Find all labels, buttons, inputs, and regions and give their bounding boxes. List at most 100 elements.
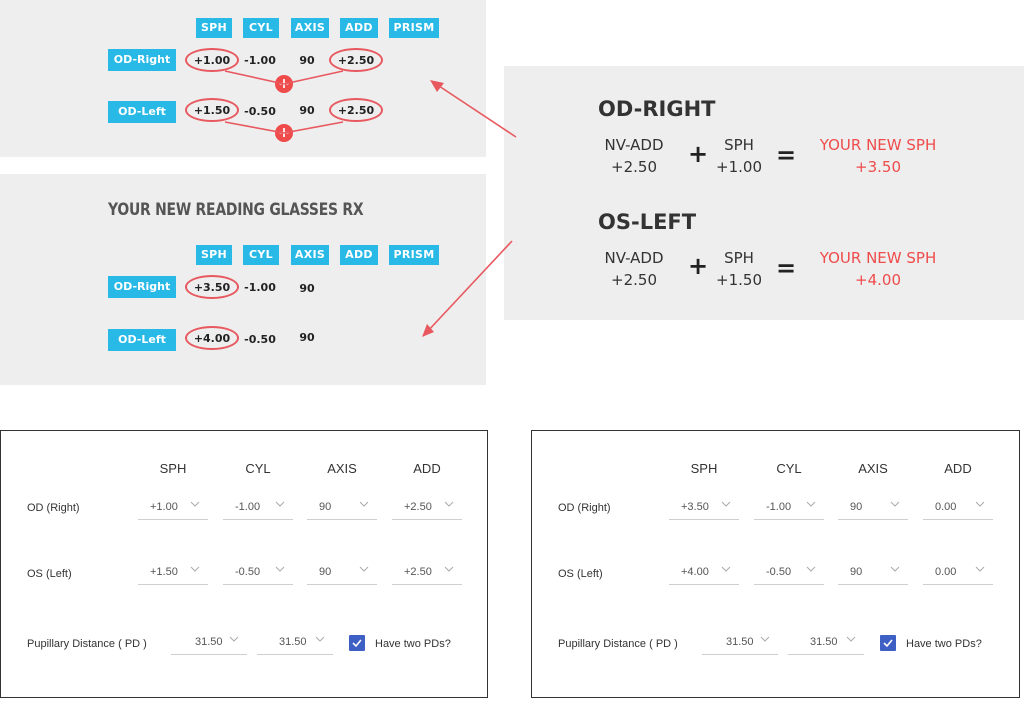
select-value: 0.00 [935, 566, 957, 578]
equation-panel [504, 66, 1024, 320]
od-axis-select[interactable]: 90 [307, 501, 377, 520]
select-value: +1.50 [150, 566, 178, 578]
os-nv-add: NV-ADD +2.50 [596, 247, 672, 291]
od-sph-select[interactable]: +1.00 [138, 501, 208, 520]
new-rx-panel [0, 174, 486, 385]
new-sph-value: +4.00 [855, 271, 901, 289]
chevron-down-icon [444, 501, 454, 507]
chevron-down-icon [275, 566, 285, 572]
select-value: 90 [319, 501, 332, 513]
two-pd-label: Have two PDs? [906, 638, 982, 650]
chevron-down-icon [846, 636, 856, 642]
chevron-down-icon [975, 566, 985, 572]
os-cyl-select[interactable]: -0.50 [223, 566, 293, 585]
os-cyl-value: -0.50 [244, 105, 276, 118]
os-axis-value: 90 [299, 104, 315, 117]
chevron-down-icon [760, 636, 770, 642]
select-value: +2.50 [404, 501, 432, 513]
add-highlight-ring [329, 48, 383, 72]
pd-select-1[interactable]: 31.50 [702, 636, 778, 655]
prescription-form-original: SPH CYL AXIS ADD OD (Right) +1.00 -1.00 … [0, 430, 488, 698]
od-new-sph: YOUR NEW SPH +3.50 [808, 134, 948, 178]
sph-highlight-ring [185, 48, 239, 72]
rx-title: YOUR NEW READING GLASSES RX [108, 200, 364, 220]
od-cyl-select[interactable]: -1.00 [754, 501, 824, 520]
od-nv-add: NV-ADD +2.50 [596, 134, 672, 178]
select-value: 31.50 [810, 636, 838, 648]
pd-select-1[interactable]: 31.50 [171, 636, 247, 655]
os-new-sph: YOUR NEW SPH +4.00 [808, 247, 948, 291]
equals-operator: = [776, 254, 797, 282]
two-pd-checkbox[interactable] [880, 635, 896, 651]
select-value: 0.00 [935, 501, 957, 513]
row-label-od-right: OD-Right [108, 276, 176, 298]
new-od-sph-value: +3.50 [193, 281, 231, 294]
new-od-axis-value: 90 [299, 282, 315, 295]
os-axis-select[interactable]: 90 [838, 566, 908, 585]
od-cyl-value: -1.00 [244, 54, 276, 67]
chevron-down-icon [275, 501, 285, 507]
row-label-od-left: OD-Left [108, 101, 176, 123]
col-header-axis: AXIS [327, 461, 357, 476]
os-cyl-select[interactable]: -0.50 [754, 566, 824, 585]
os-sph-select[interactable]: +4.00 [669, 566, 739, 585]
chevron-down-icon [721, 501, 731, 507]
header-add: ADD [340, 18, 378, 38]
os-add-value: +2.50 [337, 104, 375, 117]
prescription-form-reading: SPH CYL AXIS ADD OD (Right) +3.50 -1.00 … [531, 430, 1020, 698]
select-value: 90 [850, 501, 863, 513]
os-sph-select[interactable]: +1.50 [138, 566, 208, 585]
chevron-down-icon [315, 636, 325, 642]
header-add: ADD [340, 245, 378, 265]
chevron-down-icon [890, 501, 900, 507]
pd-label: Pupillary Distance ( PD ) [27, 638, 147, 650]
od-add-select[interactable]: 0.00 [923, 501, 993, 520]
row-label-os: OS (Left) [558, 568, 603, 580]
pd-select-2[interactable]: 31.50 [788, 636, 864, 655]
new-sph-label: YOUR NEW SPH [819, 249, 937, 267]
os-add-select[interactable]: 0.00 [923, 566, 993, 585]
os-axis-select[interactable]: 90 [307, 566, 377, 585]
pd-label: Pupillary Distance ( PD ) [558, 638, 678, 650]
chevron-down-icon [890, 566, 900, 572]
select-value: +4.00 [681, 566, 709, 578]
select-value: 90 [850, 566, 863, 578]
new-sph-value: +3.50 [855, 158, 901, 176]
col-header-add: ADD [413, 461, 441, 476]
new-os-cyl-value: -0.50 [244, 333, 276, 346]
chevron-down-icon [359, 566, 369, 572]
chevron-down-icon [190, 501, 200, 507]
os-sph-value: +1.50 [193, 104, 231, 117]
row-label-od: OD (Right) [558, 502, 611, 514]
select-value: +2.50 [404, 566, 432, 578]
pd-select-2[interactable]: 31.50 [257, 636, 333, 655]
col-header-cyl: CYL [245, 461, 271, 476]
header-axis: AXIS [291, 245, 329, 265]
new-os-axis-value: 90 [299, 331, 315, 344]
select-value: -1.00 [766, 501, 792, 513]
col-header-axis: AXIS [858, 461, 888, 476]
add-highlight-ring [329, 98, 383, 122]
sph-highlight-ring [185, 326, 239, 350]
select-value: -0.50 [766, 566, 792, 578]
od-axis-select[interactable]: 90 [838, 501, 908, 520]
od-sph-select[interactable]: +3.50 [669, 501, 739, 520]
os-add-select[interactable]: +2.50 [392, 566, 462, 585]
od-sph-value: +1.00 [193, 54, 231, 67]
plus-icon: + [275, 124, 293, 142]
nv-add-value: +2.50 [611, 158, 657, 176]
two-pd-checkbox[interactable] [349, 635, 365, 651]
checkmark-icon [352, 639, 362, 648]
od-add-select[interactable]: +2.50 [392, 501, 462, 520]
chevron-down-icon [806, 566, 816, 572]
row-label-od-left: OD-Left [108, 329, 176, 351]
row-label-od: OD (Right) [27, 502, 80, 514]
od-cyl-select[interactable]: -1.00 [223, 501, 293, 520]
header-axis: AXIS [291, 18, 329, 38]
header-sph: SPH [196, 245, 232, 265]
chevron-down-icon [975, 501, 985, 507]
select-value: -1.00 [235, 501, 261, 513]
plus-operator: + [688, 252, 709, 280]
sph-highlight-ring [185, 275, 239, 299]
sph-label: SPH [724, 249, 754, 267]
